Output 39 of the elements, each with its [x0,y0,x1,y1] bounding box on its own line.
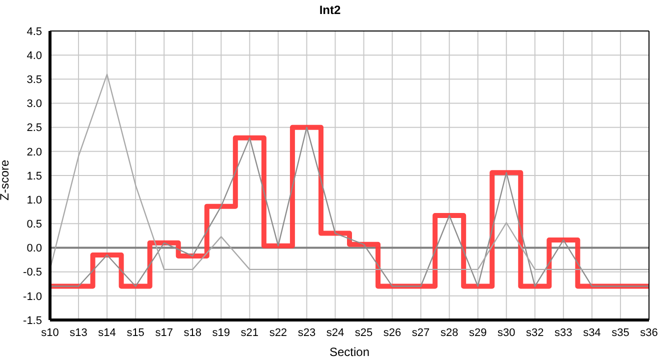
x-tick-label: s10 [41,326,59,339]
y-tick-label: 4.0 [26,50,42,62]
x-tick-label: s19 [212,326,230,339]
line-series [49,74,650,270]
y-tick-label: 1.5 [26,170,42,182]
y-tick-label: -0.5 [23,266,42,279]
x-tick-label: s24 [326,326,344,339]
x-tick-label: s33 [554,326,572,339]
x-tick-label: s22 [269,326,288,339]
x-tick-label: s14 [98,326,116,339]
x-tick-label: s30 [498,326,516,339]
x-tick-label: s15 [126,326,144,339]
y-tick-label: 0.5 [26,218,42,231]
x-tick-label: s34 [583,326,601,339]
y-tick-label: 1.0 [26,194,42,206]
y-tick-label: 3.5 [26,74,42,86]
x-axis-title: Section [329,345,370,359]
chart-title: Int2 [318,2,342,19]
x-tick-label: s21 [240,326,259,339]
y-tick-label: 0.0 [26,242,42,255]
y-tick-label: 4.5 [26,26,42,38]
y-tick-label: 2.0 [26,146,42,158]
x-tick-label: s17 [155,326,173,339]
x-tick-label: s32 [526,326,544,339]
x-tick-label: s29 [468,326,487,339]
x-tick-label: s25 [354,326,373,339]
x-tick-label: s27 [412,326,430,339]
x-tick-label: s26 [383,326,402,339]
y-tick-label: 2.5 [26,122,42,134]
x-tick-label: s28 [440,326,458,339]
x-tick-label: s23 [298,326,316,339]
x-tick-label: s36 [640,326,658,339]
y-tick-label: -1.0 [23,290,42,303]
x-tick-label: s35 [612,326,630,339]
x-tick-label: s13 [70,326,88,339]
y-axis-title: Z-score [0,160,12,200]
x-tick-label: s18 [184,326,202,339]
y-tick-label: -1.5 [23,314,42,327]
y-tick-label: 3.0 [26,98,42,110]
